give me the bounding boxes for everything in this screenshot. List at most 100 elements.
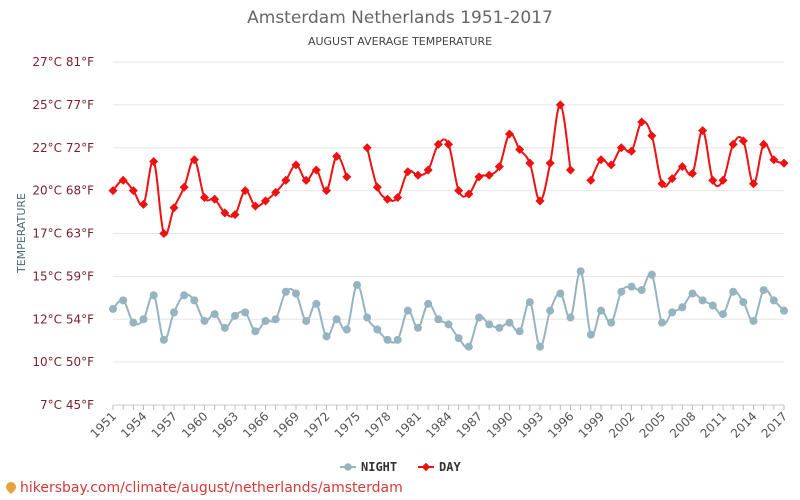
data-point-night	[576, 267, 585, 276]
data-point-night	[546, 306, 555, 315]
data-point-night	[363, 313, 372, 322]
data-point-day	[271, 187, 281, 197]
x-tick-label: 2005	[637, 409, 668, 440]
data-point-day	[687, 168, 698, 179]
data-point-night	[464, 342, 473, 351]
data-point-night	[373, 325, 382, 334]
data-point-day	[698, 126, 708, 136]
data-point-night	[780, 306, 788, 315]
data-point-day	[128, 186, 138, 196]
data-point-night	[759, 286, 768, 295]
legend: NIGHT DAY	[340, 460, 461, 474]
data-point-night	[312, 299, 321, 308]
data-point-night	[231, 311, 239, 320]
data-point-night	[393, 335, 402, 344]
source-footer[interactable]: hikersbay.com/climate/august/netherlands…	[3, 479, 403, 496]
data-point-day	[708, 175, 718, 185]
data-point-day	[382, 194, 393, 204]
x-tick-label: 1990	[484, 409, 515, 440]
legend-label-night: NIGHT	[361, 460, 397, 474]
data-point-night	[414, 323, 422, 332]
data-point-night	[139, 315, 148, 324]
data-point-day	[647, 131, 657, 141]
line-chart: 7°C 45°F 10°C 50°F 12°C 54°F 15°C 59°F 17°C …	[15, 55, 790, 474]
data-point-day	[220, 208, 230, 218]
data-point-night	[617, 287, 626, 296]
data-point-night	[180, 291, 189, 300]
data-point-night	[515, 327, 524, 336]
data-point-day	[362, 143, 372, 153]
x-tick-label: 2017	[759, 409, 790, 440]
footer-link[interactable]: hikersbay.com/climate/august/netherlands…	[20, 480, 403, 496]
legend-item-day: DAY	[418, 460, 461, 474]
series-line-day	[366, 103, 572, 202]
data-point-day	[616, 143, 626, 153]
data-point-night	[159, 335, 168, 344]
data-point-night	[210, 310, 219, 319]
data-point-night	[495, 323, 504, 332]
data-point-night	[332, 315, 341, 324]
x-tick-label: 2008	[667, 409, 698, 440]
data-point-night	[475, 313, 483, 322]
y-axis-label: TEMPERATURE	[15, 193, 28, 274]
data-point-night	[698, 296, 707, 305]
series-line-day	[589, 120, 785, 188]
data-point-night	[129, 318, 138, 327]
data-point-day	[423, 165, 433, 175]
data-point-night	[485, 320, 494, 329]
data-point-night	[434, 315, 443, 324]
x-tick-label: 1954	[118, 409, 149, 440]
data-point-night	[586, 330, 595, 339]
chart-title: Amsterdam Netherlands 1951-2017	[247, 8, 553, 28]
x-axis: 1951 1954 1957 1960 1963 1966 1969 1972 1975 1978…	[88, 405, 790, 441]
data-point-night	[708, 301, 717, 310]
x-tick-label: 1981	[393, 409, 424, 440]
series-night	[109, 267, 788, 351]
x-tick-label: 1969	[271, 409, 302, 440]
data-point-day	[769, 155, 779, 165]
data-point-night	[424, 299, 433, 308]
x-tick-label: 1957	[149, 409, 180, 440]
data-point-night	[292, 289, 300, 298]
data-point-day	[332, 151, 342, 161]
data-point-night	[658, 318, 666, 327]
data-point-day	[586, 175, 596, 185]
data-point-night	[302, 316, 311, 325]
data-point-night	[119, 296, 128, 305]
legend-marker-day	[421, 462, 431, 472]
data-point-day	[230, 210, 240, 220]
data-point-night	[719, 310, 727, 319]
x-tick-label: 2014	[728, 409, 759, 440]
x-tick-label: 2011	[698, 409, 729, 440]
data-point-day	[403, 167, 413, 177]
data-point-day	[179, 182, 189, 192]
data-point-day	[118, 175, 128, 185]
series-line-day	[112, 155, 348, 237]
x-tick-label: 1951	[88, 409, 119, 440]
data-point-night	[668, 308, 677, 317]
x-tick-label: 1993	[515, 409, 546, 440]
data-point-night	[200, 316, 209, 325]
y-tick-label: 7°C 45°F	[40, 398, 94, 412]
data-point-day	[301, 175, 311, 185]
data-point-night	[190, 296, 199, 305]
data-point-day	[779, 158, 789, 168]
data-point-night	[607, 318, 616, 327]
legend-label-day: DAY	[439, 460, 461, 474]
data-point-night	[769, 296, 778, 305]
data-point-day	[555, 100, 565, 110]
data-point-day	[748, 179, 759, 189]
data-point-night	[353, 280, 361, 289]
data-point-day	[169, 203, 179, 213]
data-point-night	[637, 286, 646, 295]
data-point-day	[413, 170, 423, 180]
data-point-night	[444, 320, 453, 329]
x-tick-label: 1999	[576, 409, 607, 440]
x-tick-label: 1987	[454, 409, 485, 440]
y-tick-label: 15°C 59°F	[32, 269, 94, 283]
x-tick-label: 1963	[210, 409, 241, 440]
data-point-night	[678, 303, 687, 312]
data-point-night	[739, 298, 748, 307]
data-point-night	[454, 334, 463, 343]
data-point-day	[637, 117, 647, 127]
